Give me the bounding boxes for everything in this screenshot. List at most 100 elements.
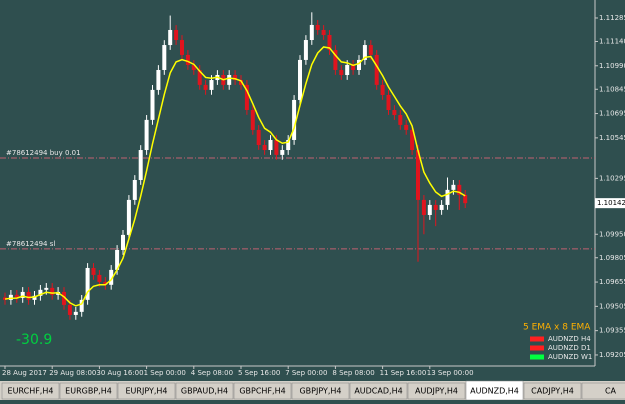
candle-body [292,99,297,140]
candle-body [20,291,25,298]
candle-body [303,40,308,60]
y-tick-label: 1.11285 [599,14,625,22]
tab-label: AUDCAD,H4 [354,387,402,396]
candle-body [463,194,468,204]
last-price-label: 1.10142 [597,199,625,207]
candle-body [327,34,332,51]
candle-body [109,269,114,285]
legend-title: 5 EMA x 8 EMA [523,323,591,333]
x-tick-label: 29 Aug 08:00 [49,369,96,377]
tab-label: CADJPY,H4 [531,387,574,396]
tab[interactable]: AUDJPY,H4 [407,382,466,400]
y-tick-label: 1.09655 [599,278,625,286]
candle-body [185,54,190,65]
candle-body [357,59,361,70]
tab[interactable]: AUDCAD,H4 [349,382,408,400]
tab-background [523,382,582,400]
candle-body [398,115,403,125]
tab-label: EURGBP,H4 [65,387,112,396]
candle-body [457,184,462,195]
tab[interactable]: GBPJPY,H4 [291,382,350,400]
candle-body [315,24,320,30]
candle-body [309,24,314,41]
candle-body [132,179,137,200]
legend-swatch [530,345,544,351]
candle-body [44,287,49,290]
candle-body [244,84,249,111]
order-label: #78612494 sl [6,240,55,248]
candle-body [345,64,350,76]
tab-background [349,382,408,400]
ema-line [4,46,466,307]
tab-label: GBPJPY,H4 [299,387,341,396]
tab-label: AUDNZD,H4 [470,387,519,396]
candle-body [433,204,438,210]
tab[interactable]: CADJPY,H4 [523,382,582,400]
tab-background [117,382,176,400]
candle-body [103,281,108,285]
candle-body [115,249,120,270]
candle-body [321,29,326,35]
candle-body [392,110,397,116]
candle-body [91,267,96,275]
tab[interactable]: EURJPY,H4 [117,382,176,400]
y-tick-label: 1.11140 [599,37,625,45]
y-tick-label: 1.09805 [599,254,625,262]
candle-body [274,139,279,155]
tab-background [59,382,118,400]
x-tick-label: 1 Sep 00:00 [144,369,186,377]
candle-body [203,84,208,90]
y-tick-label: 1.10695 [599,110,625,118]
candle-body [50,287,55,295]
y-tick-label: 1.09950 [599,230,625,238]
tab-background [291,382,350,400]
x-tick-label: 7 Sep 00:00 [285,369,327,377]
legend-label: AUDNZD H4 [548,335,591,343]
tab[interactable]: GBPCHF,H4 [233,382,292,400]
tab-label: GBPCHF,H4 [239,387,285,396]
candle-body [97,274,102,282]
candle-body [380,84,385,95]
candle-body [339,69,344,76]
candle-body [451,184,456,190]
legend-swatch [530,354,544,360]
tab[interactable]: AUDNZD,H4 [465,380,524,401]
candle-body [239,80,243,85]
tab-background [407,382,466,400]
legend-swatch [530,336,544,342]
tab-label: GBPAUD,H4 [181,387,228,396]
candle-body [79,299,84,312]
y-tick-label: 1.10295 [599,174,625,182]
candle-body [445,189,450,205]
candle-body [280,150,285,155]
tab-background [175,382,234,400]
tab[interactable]: CA [581,382,625,400]
tab[interactable]: EURGBP,H4 [59,382,118,400]
candle-body [168,29,173,46]
candle-body [410,129,415,151]
candle-body [174,29,179,41]
x-tick-label: 30 Aug 16:00 [96,369,143,377]
x-tick-label: 28 Aug 2017 [2,369,47,377]
candle-body [421,199,426,215]
tab[interactable]: GBPAUD,H4 [175,382,234,400]
tab[interactable]: EURCHF,H4 [1,382,60,400]
candle-body [26,291,31,300]
y-tick-label: 1.10990 [599,62,625,70]
candle-body [62,291,66,305]
legend-label: AUDNZD D1 [548,344,591,352]
candle-body [162,45,167,70]
candle-body [73,311,78,315]
x-tick-label: 8 Sep 08:00 [332,369,374,377]
candle-body [32,295,37,300]
y-tick-label: 1.10845 [599,85,625,93]
last-price-box [595,198,625,209]
candle-body [416,150,420,200]
candle-body [362,45,367,60]
x-tick-label: 4 Sep 08:00 [191,369,233,377]
y-tick-label: 1.09505 [599,302,625,310]
candle-body [121,234,125,250]
y-tick-label: 1.09355 [599,327,625,335]
